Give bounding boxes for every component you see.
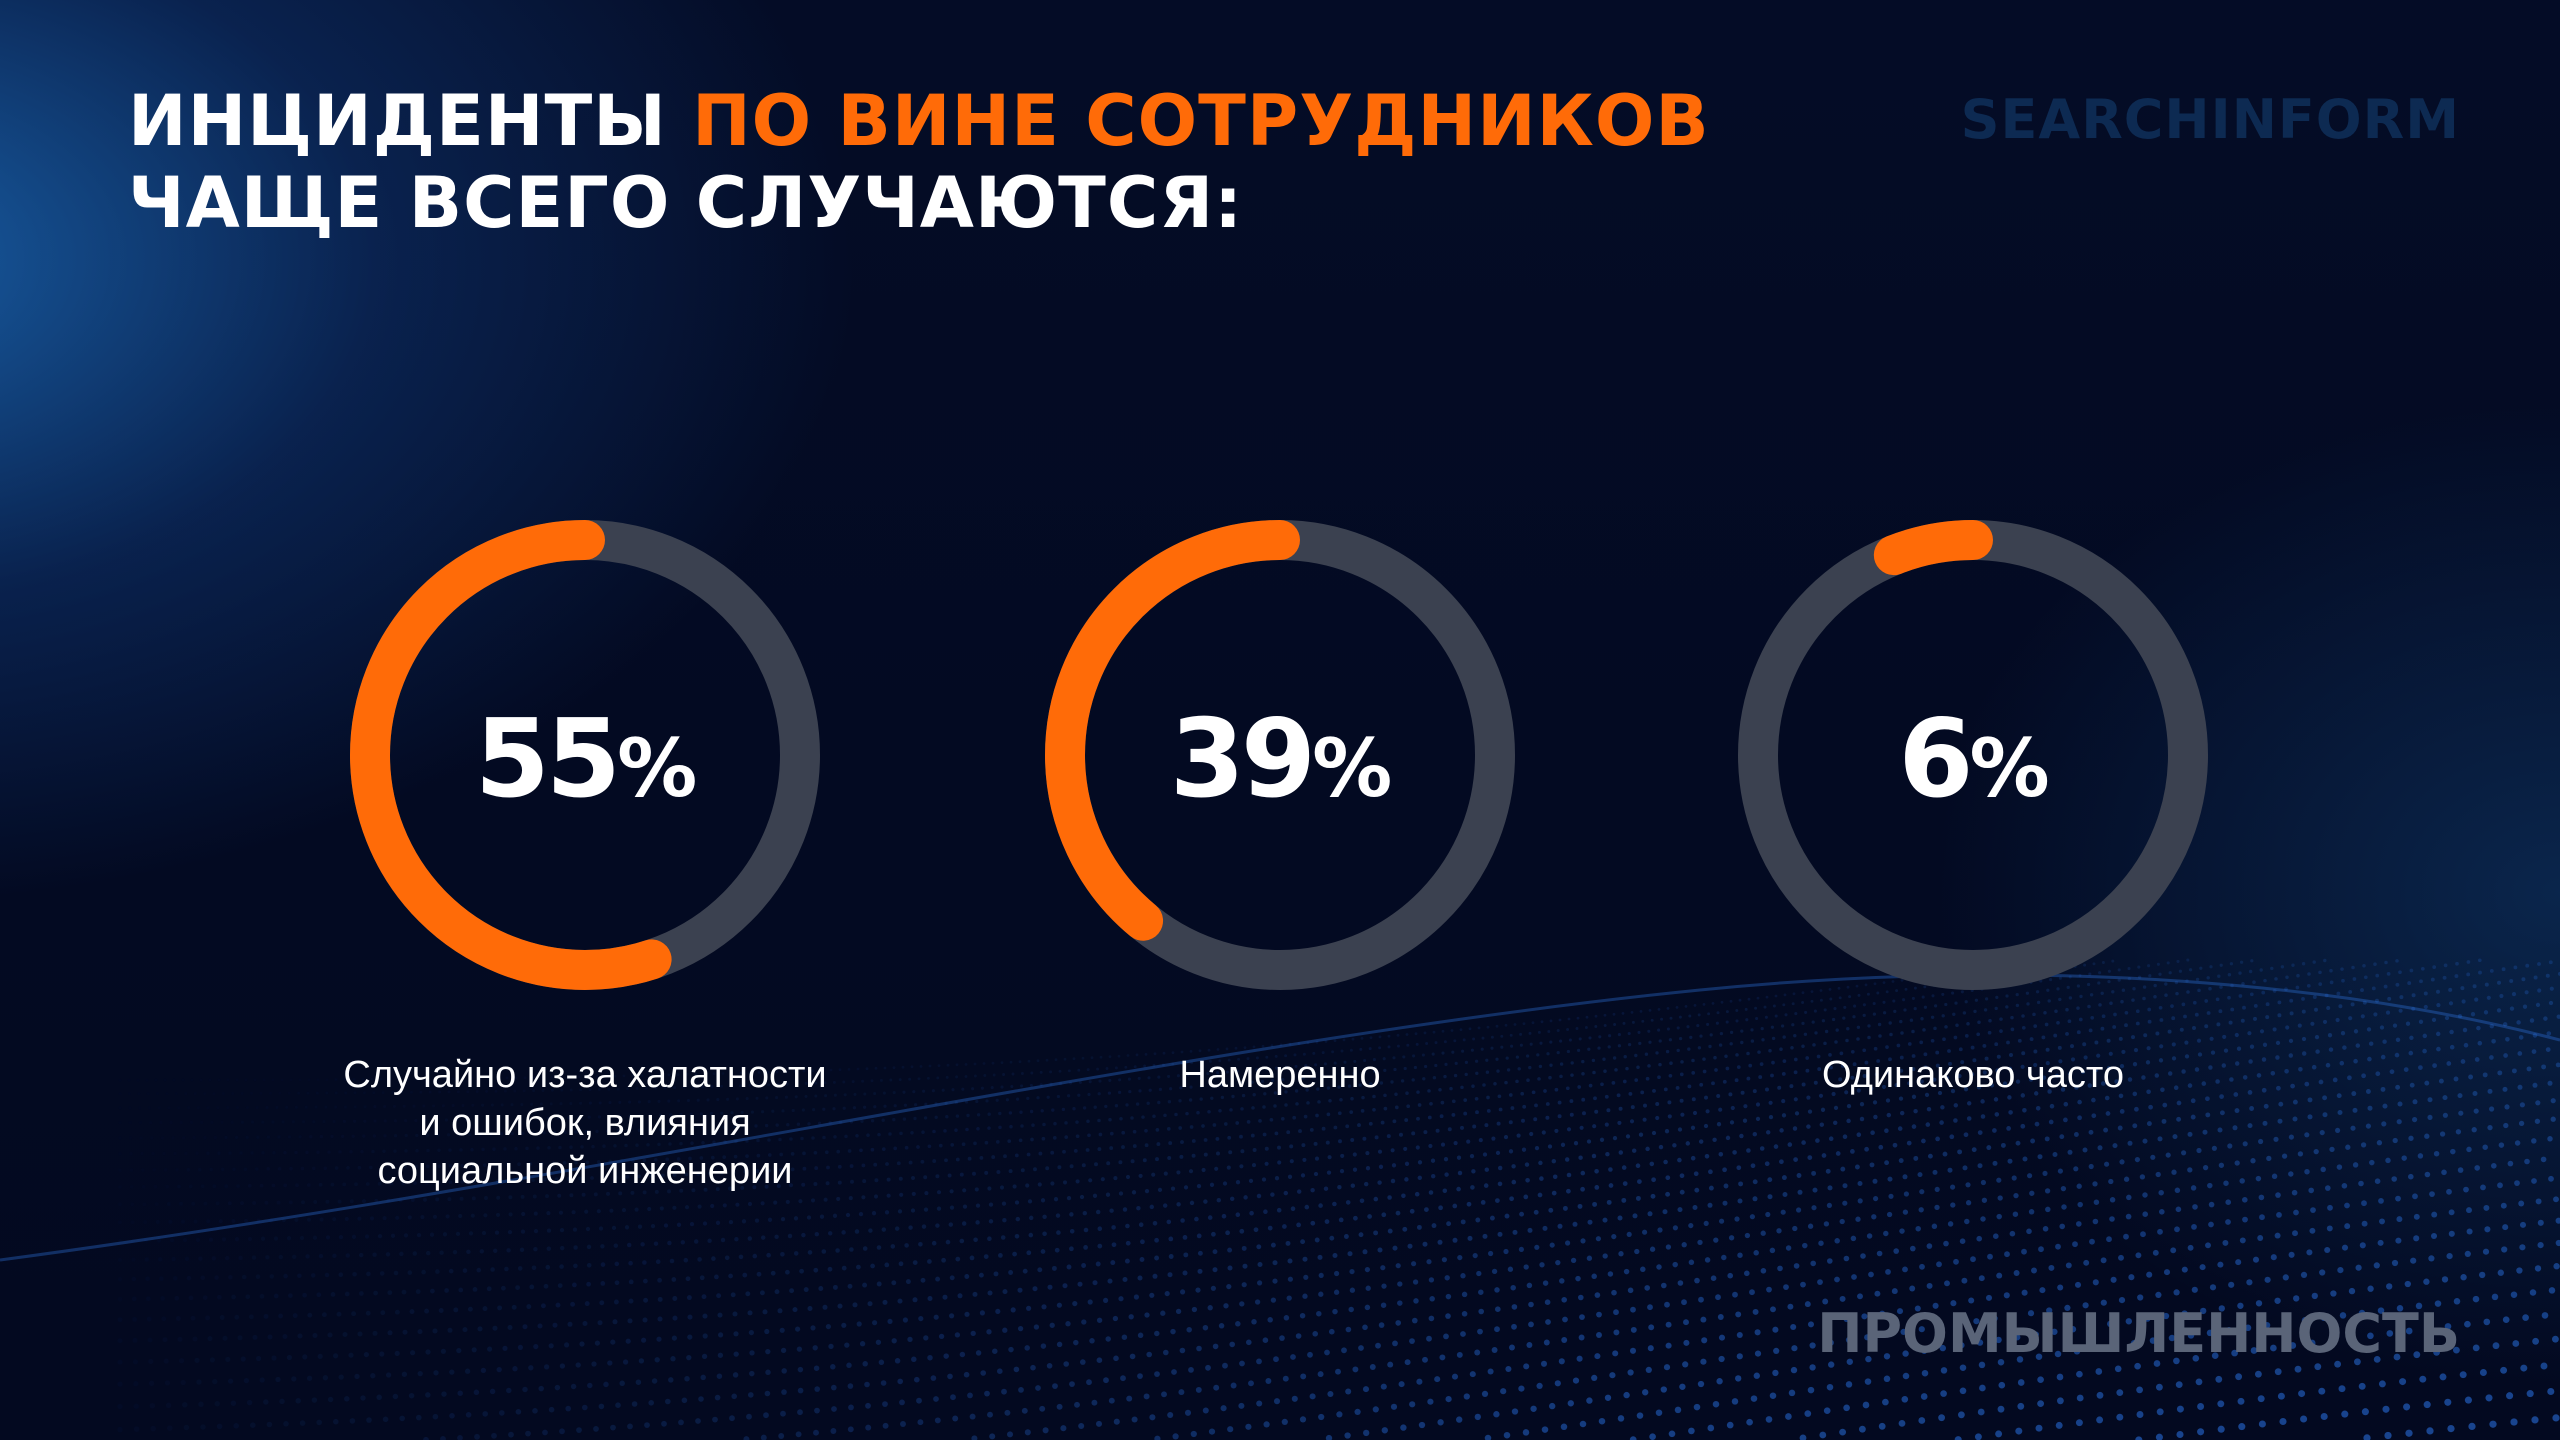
title-line-2: ЧАЩЕ ВСЕГО СЛУЧАЮТСЯ:	[128, 162, 1244, 244]
page-title: ИНЦИДЕНТЫ ПО ВИНЕ СОТРУДНИКОВ ЧАЩЕ ВСЕГО…	[128, 80, 1710, 244]
donut-arc	[350, 520, 820, 990]
donut-category-label: Одинаково часто	[1822, 1054, 2124, 1096]
title-prefix: ИНЦИДЕНТЫ	[128, 80, 693, 162]
donut-value-number: 39	[1169, 697, 1316, 822]
donut-value-label: 39%	[1000, 705, 1560, 824]
industry-label: ПРОМЫШЛЕННОСТЬ	[1817, 1302, 2460, 1365]
donut-chart-equally: 6% Одинаково часто	[1693, 505, 2253, 1099]
donut-value-unit: %	[1969, 722, 2050, 815]
company-logo: SEARCHINFORM	[1960, 88, 2460, 151]
title-accent: ПО ВИНЕ СОТРУДНИКОВ	[692, 80, 1710, 162]
donut-chart-careless: 55% Случайно из-за халатности и ошибок, …	[305, 505, 865, 1195]
donut-ring	[350, 520, 820, 990]
donut-category-label: Намеренно	[1179, 1054, 1381, 1096]
donut-chart-intentional: 39% Намеренно	[1000, 505, 1560, 1099]
donut-arc	[1738, 520, 2208, 990]
donut-value-label: 6%	[1693, 705, 2253, 824]
donut-value-number: 6	[1898, 697, 1973, 822]
donut-ring	[1738, 520, 2208, 990]
donut-category-label: Случайно из-за халатности и ошибок, влия…	[343, 1054, 827, 1192]
donut-arc	[1045, 520, 1515, 990]
donut-value-unit: %	[1312, 722, 1392, 815]
donut-value-unit: %	[617, 722, 697, 815]
donut-ring	[1045, 520, 1515, 990]
donut-value-number: 55	[474, 697, 621, 822]
donut-value-label: 55%	[305, 705, 865, 824]
